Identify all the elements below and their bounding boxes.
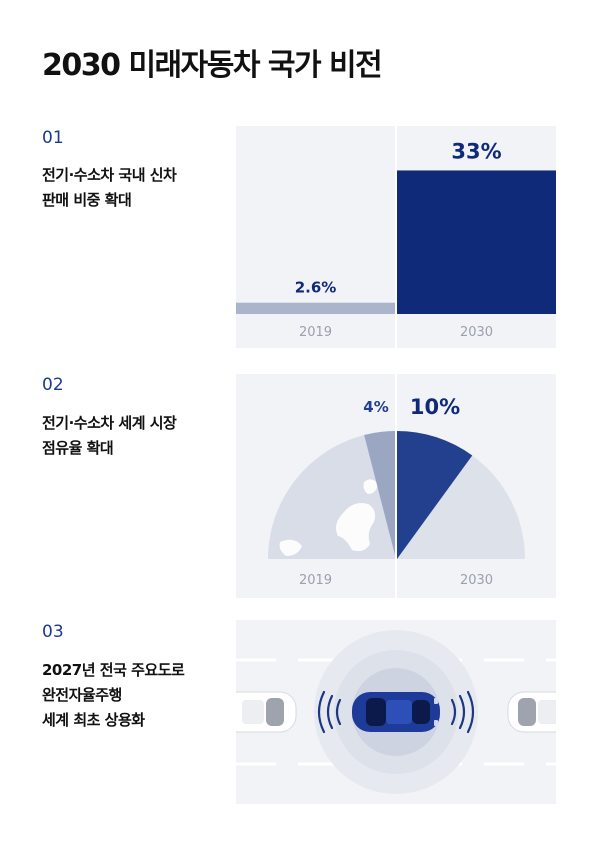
bar-chart: 2.6% 33% 2019 2030 <box>236 126 556 348</box>
bar-year-2019: 2019 <box>299 325 332 340</box>
autonomous-car-icon <box>352 692 440 732</box>
pie-year-2030: 2030 <box>460 573 493 588</box>
section-label-line: 전기·수소차 세계 시장 <box>42 414 177 432</box>
section-label-line: 세계 최초 상용화 <box>42 711 145 729</box>
pie-value-label-2030: 10% <box>410 395 460 419</box>
section-label-line: 완전자율주행 <box>42 686 122 704</box>
section-number-01: 01 <box>42 128 64 148</box>
globe-half <box>268 431 395 559</box>
signal-wave-right-icon <box>450 690 475 734</box>
landmass-shape <box>279 539 302 556</box>
bar-chart-bg-2019 <box>236 126 395 348</box>
pie-chart-panel: 4% 10% 2019 2030 <box>236 374 556 598</box>
bar-chart-panel: 2.6% 33% 2019 2030 <box>236 126 556 348</box>
landmass-shape <box>336 503 376 552</box>
section-label-line: 점유율 확대 <box>42 439 114 457</box>
autonomous-driving-illustration <box>236 620 556 804</box>
section-number-02: 02 <box>42 375 64 395</box>
bar-2030 <box>397 170 556 314</box>
page-title: 2030 미래자동차 국가 비전 <box>42 48 383 83</box>
section-label-03: 2027년 전국 주요도로 완전자율주행 세계 최초 상용화 <box>42 658 185 733</box>
signal-wave-left-icon <box>317 690 342 734</box>
bar-value-label-2030: 33% <box>451 139 501 163</box>
section-label-line: 2027년 전국 주요도로 <box>42 661 185 679</box>
bar-year-2030: 2030 <box>460 325 493 340</box>
section-label-02: 전기·수소차 세계 시장 점유율 확대 <box>42 411 177 461</box>
disc-half <box>397 431 525 559</box>
section-number-03: 03 <box>42 622 64 642</box>
landmass-shape <box>363 479 378 494</box>
bar-value-label-2019: 2.6% <box>295 279 337 297</box>
pie-chart: 4% 10% 2019 2030 <box>236 374 556 598</box>
section-label-01: 전기·수소차 국내 신차 판매 비중 확대 <box>42 163 177 213</box>
section-label-line: 판매 비중 확대 <box>42 191 132 209</box>
pie-value-label-2019: 4% <box>363 398 388 416</box>
pie-slice-2030 <box>397 431 473 559</box>
car-right-icon <box>507 691 556 733</box>
pie-year-2019: 2019 <box>299 573 332 588</box>
road-scene <box>236 620 556 804</box>
car-left-icon <box>236 691 297 733</box>
bar-2019 <box>236 302 395 314</box>
section-label-line: 전기·수소차 국내 신차 <box>42 166 177 184</box>
pie-slice-2019 <box>364 431 395 556</box>
